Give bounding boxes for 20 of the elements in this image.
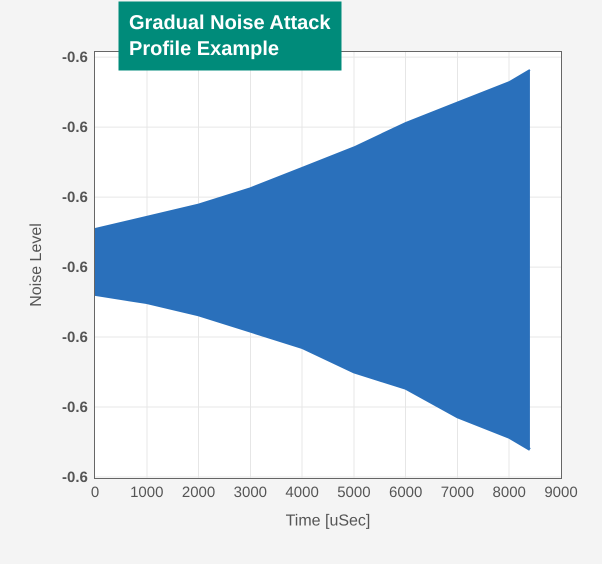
x-tick-label: 0: [90, 484, 100, 501]
y-axis-title: Noise Level: [28, 223, 45, 307]
text: -0.6: [62, 119, 88, 136]
x-tick-label: 4000: [285, 484, 319, 501]
chart-title: Gradual Noise Attack Profile Example: [129, 12, 332, 60]
x-tick-label: 9000: [544, 484, 578, 501]
x-tick-label: 2000: [182, 484, 216, 501]
text: -0.6: [62, 329, 88, 346]
x-tick-label: 6000: [388, 484, 422, 501]
x-tick-label: 7000: [440, 484, 474, 501]
x-tick-label: 3000: [234, 484, 268, 501]
x-tick-label: 1000: [130, 484, 164, 501]
text: -0.6: [62, 49, 88, 66]
text: -0.6: [62, 189, 88, 206]
x-tick-label: 8000: [492, 484, 526, 501]
x-tick-label: 5000: [337, 484, 371, 501]
text: -0.6: [62, 259, 88, 276]
text: -0.6: [62, 399, 88, 416]
x-axis-title: Time [uSec]: [286, 512, 370, 530]
text: -0.6: [62, 469, 88, 486]
